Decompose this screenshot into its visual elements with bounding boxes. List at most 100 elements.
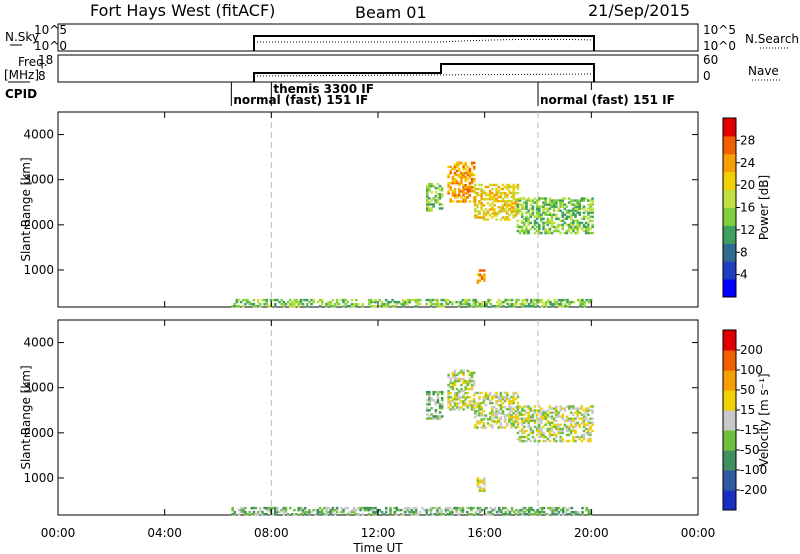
- data-cell: [584, 417, 588, 420]
- data-cell: [587, 225, 590, 229]
- nave-tick-top: 60: [703, 53, 718, 67]
- data-cell: [480, 391, 483, 395]
- data-cell: [512, 208, 515, 211]
- data-cell: [582, 415, 586, 418]
- data-cell: [576, 201, 579, 204]
- data-cell: [495, 391, 498, 395]
- data-cell: [462, 173, 465, 177]
- data-cell: [476, 300, 480, 304]
- data-cell: [352, 506, 356, 510]
- data-cell: [540, 433, 543, 437]
- data-cell: [478, 397, 481, 401]
- data-cell: [476, 483, 480, 486]
- data-cell: [565, 415, 569, 418]
- colorbar-tick-label: 4: [740, 268, 748, 282]
- data-cell: [591, 423, 594, 427]
- data-cell: [438, 184, 442, 188]
- data-cell: [582, 433, 586, 437]
- data-cell: [552, 437, 556, 441]
- data-cell: [486, 210, 490, 213]
- data-cell: [527, 211, 530, 214]
- data-cell: [512, 187, 515, 191]
- data-cell: [572, 221, 575, 225]
- data-cell: [503, 420, 507, 423]
- data-cell: [574, 423, 577, 427]
- data-cell: [532, 298, 535, 302]
- data-cell: [583, 300, 586, 304]
- data-cell: [484, 191, 488, 195]
- data-cell: [462, 381, 465, 385]
- data-cell: [552, 431, 556, 435]
- data-cell: [510, 410, 513, 413]
- data-cell: [486, 422, 490, 425]
- data-cell: [312, 298, 315, 302]
- data-cell: [483, 481, 486, 484]
- data-cell: [540, 419, 543, 422]
- data-cell: [325, 510, 328, 514]
- data-cell: [237, 304, 241, 308]
- data-cell: [429, 512, 433, 516]
- data-cell: [529, 417, 532, 420]
- data-cell: [389, 506, 392, 510]
- data-cell: [451, 398, 455, 401]
- data-cell: [587, 409, 590, 412]
- data-cell: [516, 437, 520, 441]
- data-cell: [468, 200, 472, 203]
- data-cell: [231, 512, 234, 516]
- data-cell: [320, 300, 324, 304]
- data-cell: [574, 512, 578, 516]
- data-cell: [451, 383, 455, 387]
- data-cell: [510, 191, 513, 195]
- data-cell: [567, 227, 571, 231]
- data-cell: [470, 171, 474, 175]
- data-cell: [510, 506, 514, 510]
- data-cell: [527, 417, 530, 420]
- data-cell: [559, 415, 562, 418]
- data-cell: [440, 203, 444, 206]
- data-cell: [529, 419, 532, 422]
- data-cell: [518, 209, 522, 212]
- data-cell: [235, 304, 239, 308]
- data-cell: [512, 408, 515, 411]
- data-cell: [570, 421, 573, 424]
- data-cell: [428, 188, 431, 192]
- data-cell: [533, 227, 537, 231]
- data-cell: [468, 373, 472, 377]
- data-cell: [542, 203, 545, 206]
- data-cell: [591, 201, 594, 204]
- data-cell: [408, 510, 411, 514]
- data-cell: [510, 426, 513, 429]
- data-cell: [480, 408, 483, 411]
- data-cell: [550, 203, 554, 206]
- data-cell: [295, 512, 298, 516]
- data-cell: [515, 508, 518, 512]
- data-cell: [470, 385, 474, 389]
- data-cell: [370, 506, 373, 510]
- data-cell: [460, 181, 463, 185]
- data-cell: [570, 223, 573, 227]
- data-cell: [447, 400, 450, 403]
- data-cell: [457, 304, 460, 308]
- data-cell: [402, 298, 405, 302]
- data-cell: [491, 395, 494, 399]
- data-cell: [480, 479, 484, 482]
- cpid-segment-label: themis 3300 IF: [273, 82, 374, 96]
- data-cell: [488, 195, 492, 199]
- data-cell: [546, 415, 550, 418]
- data-cell: [342, 510, 345, 514]
- data-cell: [466, 192, 470, 195]
- data-cell: [544, 229, 547, 233]
- data-cell: [587, 203, 590, 206]
- data-cell: [293, 300, 296, 304]
- data-cell: [533, 411, 537, 414]
- data-cell: [350, 304, 354, 308]
- colorbar-swatch: [723, 430, 736, 451]
- data-cell: [458, 396, 461, 399]
- data-cell: [438, 512, 441, 516]
- data-cell: [464, 175, 467, 179]
- data-cell: [252, 506, 256, 510]
- data-cell: [416, 300, 420, 304]
- data-cell: [495, 410, 498, 413]
- data-cell: [438, 207, 442, 210]
